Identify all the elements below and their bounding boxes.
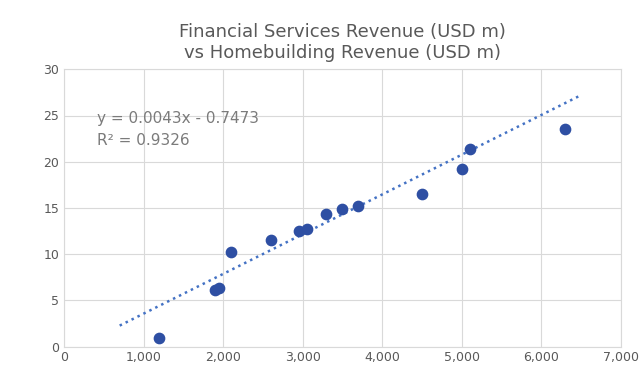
Point <box>210 287 220 293</box>
Point <box>301 226 312 232</box>
Point <box>154 335 164 341</box>
Point <box>353 203 364 209</box>
Point <box>465 146 475 152</box>
Point <box>456 166 467 172</box>
Point <box>226 249 236 255</box>
Point <box>294 228 304 234</box>
Title: Financial Services Revenue (USD m)
vs Homebuilding Revenue (USD m): Financial Services Revenue (USD m) vs Ho… <box>179 23 506 62</box>
Point <box>321 211 332 218</box>
Text: y = 0.0043x - 0.7473
R² = 0.9326: y = 0.0043x - 0.7473 R² = 0.9326 <box>97 111 259 148</box>
Point <box>266 237 276 243</box>
Point <box>337 206 348 212</box>
Point <box>417 191 427 197</box>
Point <box>214 285 224 291</box>
Point <box>560 126 570 132</box>
